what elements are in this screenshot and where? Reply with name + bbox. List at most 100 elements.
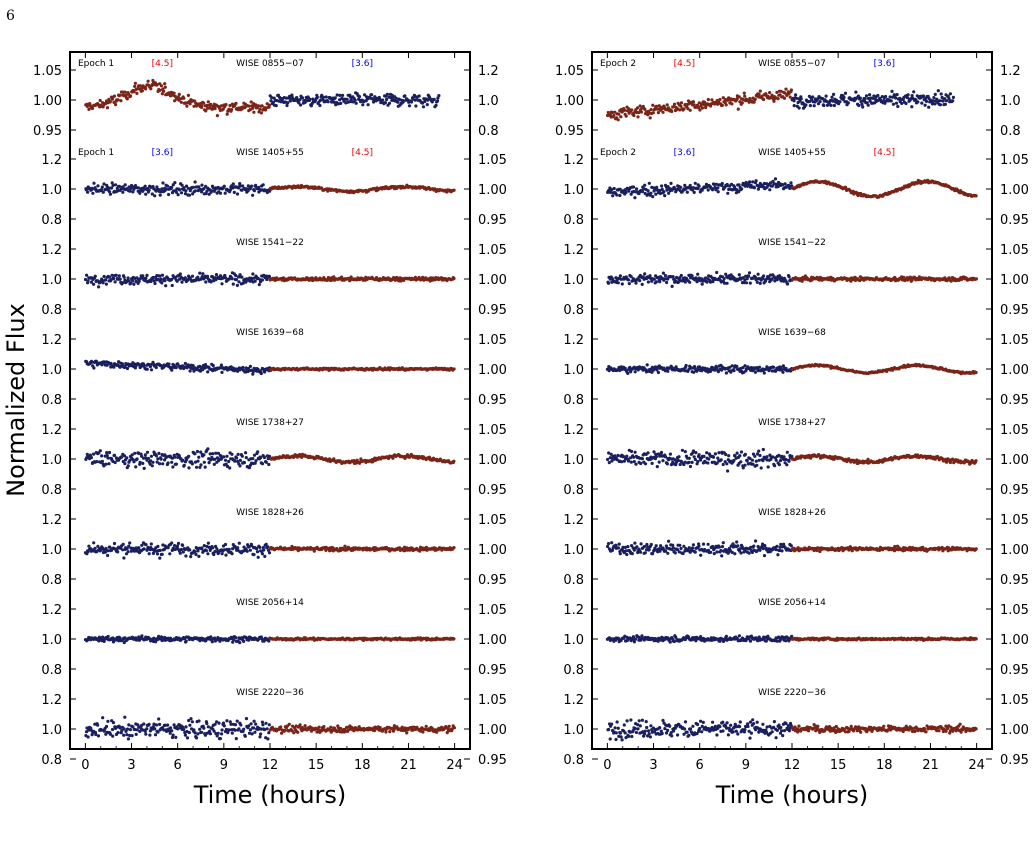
data-point-first	[125, 733, 129, 737]
data-point-second	[412, 93, 417, 97]
data-point-first	[720, 181, 724, 186]
data-point-first	[242, 727, 246, 731]
data-point-first	[143, 184, 147, 188]
data-point-first	[218, 737, 222, 741]
data-point-first	[153, 194, 157, 198]
data-point-first	[126, 737, 130, 741]
data-point-first	[711, 188, 715, 192]
data-point-first	[112, 365, 116, 369]
data-point-first	[776, 97, 780, 101]
data-point-first	[231, 182, 235, 186]
data-point-first	[117, 184, 121, 188]
data-point-first	[633, 196, 637, 200]
data-point-first	[149, 542, 153, 546]
data-point-first	[630, 108, 634, 112]
data-point-first	[212, 552, 216, 557]
data-point-first	[646, 280, 651, 284]
data-point-first	[128, 541, 132, 545]
data-point-first	[87, 544, 91, 548]
data-point-first	[245, 549, 249, 553]
data-point-first	[224, 458, 228, 462]
data-point-second	[863, 97, 867, 101]
data-point-second	[363, 93, 367, 97]
data-point-first	[202, 726, 206, 730]
data-point-first	[640, 282, 644, 286]
data-point-first	[123, 715, 127, 719]
data-point-second	[452, 459, 456, 463]
data-point-second	[409, 100, 414, 104]
data-point-second	[452, 188, 456, 192]
data-point-first	[159, 277, 163, 281]
data-point-first	[122, 275, 126, 279]
data-point-first	[140, 86, 144, 90]
data-point-first	[163, 458, 167, 462]
data-point-first	[134, 279, 138, 284]
data-point-first	[182, 96, 186, 100]
object-name-label: WISE 0855−07	[758, 59, 826, 69]
data-point-first	[235, 456, 239, 460]
x-axis-label: Time (hours)	[715, 781, 869, 809]
data-point-first	[254, 722, 258, 726]
object-name-label: WISE 1541−22	[758, 238, 826, 248]
data-point-first	[647, 181, 651, 185]
data-point-first	[134, 465, 138, 469]
data-point-second	[347, 100, 351, 104]
data-point-first	[198, 465, 202, 469]
data-point-first	[730, 102, 734, 106]
data-point-first	[110, 181, 114, 185]
data-point-first	[200, 190, 204, 194]
data-point-first	[244, 451, 248, 455]
data-point-first	[212, 462, 216, 466]
data-point-first	[126, 464, 130, 468]
data-point-second	[300, 96, 305, 100]
data-point-first	[267, 103, 272, 107]
data-point-first	[116, 98, 120, 102]
data-point-first	[154, 454, 158, 458]
data-point-first	[648, 116, 652, 120]
data-point-second	[335, 93, 339, 97]
x-axis-label: Time (hours)	[193, 781, 347, 809]
data-point-first	[205, 103, 209, 108]
data-point-first	[267, 274, 271, 278]
data-point-first	[209, 635, 213, 639]
data-point-first	[114, 183, 118, 187]
band-label: [3.6]	[674, 148, 695, 158]
object-name-label: WISE 2220−36	[236, 688, 304, 698]
data-point-first	[146, 456, 150, 461]
data-point-first	[254, 183, 258, 187]
y-tick-label: 0.95	[555, 124, 584, 139]
data-point-first	[623, 108, 627, 112]
data-point-first	[222, 548, 226, 552]
data-point-first	[724, 103, 728, 107]
data-point-first	[190, 462, 194, 466]
data-point-first	[181, 550, 185, 554]
data-point-first	[125, 366, 129, 371]
data-point-first	[227, 547, 231, 552]
data-point-first	[189, 717, 193, 721]
data-point-second	[868, 93, 872, 97]
data-point-first	[158, 88, 162, 92]
data-point-first	[135, 91, 139, 95]
data-point-second	[846, 101, 850, 105]
data-point-second	[385, 92, 389, 96]
data-point-second	[804, 103, 808, 107]
data-point-first	[688, 108, 692, 112]
data-point-first	[112, 541, 117, 546]
data-point-second	[381, 98, 385, 102]
data-point-first	[150, 464, 154, 468]
data-point-first	[264, 721, 268, 725]
data-point-second	[931, 99, 935, 103]
data-point-first	[128, 189, 132, 193]
data-point-second	[933, 92, 937, 96]
data-point-second	[452, 726, 456, 730]
data-point-first	[162, 89, 166, 93]
data-point-first	[117, 274, 121, 278]
data-point-first	[96, 734, 101, 738]
data-point-first	[209, 102, 213, 106]
data-point-first	[196, 459, 200, 463]
data-point-first	[705, 280, 709, 284]
data-point-second	[811, 95, 815, 99]
band-label: [3.6]	[874, 59, 895, 69]
